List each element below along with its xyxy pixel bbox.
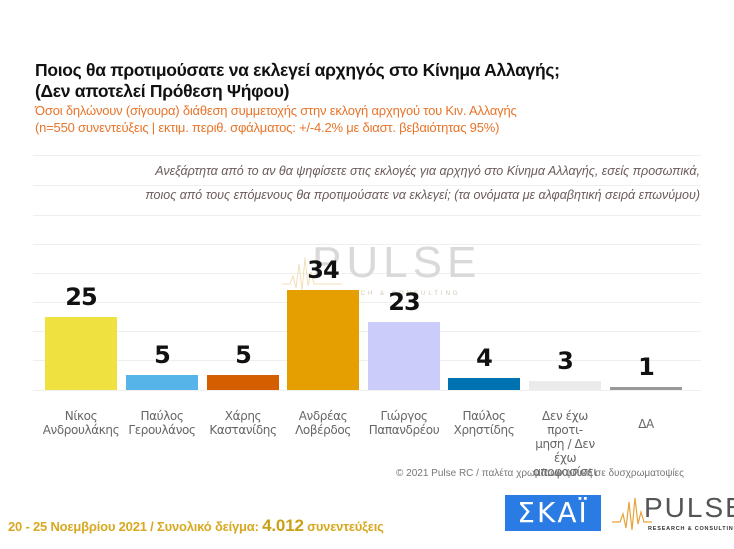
watermark-subtext: RESEARCH & CONSULTING bbox=[318, 291, 461, 297]
gridline bbox=[33, 273, 701, 274]
gridline bbox=[33, 360, 701, 361]
gridline bbox=[33, 331, 701, 332]
bar bbox=[45, 316, 117, 390]
skai-logo: ΣΚΑΪ bbox=[505, 495, 601, 531]
chart-title: Ποιος θα προτιμούσατε να εκλεγεί αρχηγός… bbox=[35, 60, 560, 101]
gridline bbox=[33, 185, 701, 186]
gridline bbox=[33, 244, 701, 245]
watermark-wave-icon bbox=[282, 257, 342, 291]
bar-value-label: 34 bbox=[307, 256, 339, 285]
category-label: ΔΑ bbox=[638, 417, 654, 431]
category-label: Νίκος Ανδρουλάκης bbox=[42, 409, 120, 437]
bar bbox=[126, 375, 198, 390]
bar-value-label: 5 bbox=[154, 341, 171, 370]
bar bbox=[529, 381, 601, 390]
copyright-note: © 2021 Pulse RC / παλέτα χρωμάτων φιλική… bbox=[396, 468, 684, 479]
fieldwork-footer: 20 - 25 Νοεμβρίου 2021 / Συνολικό δείγμα… bbox=[8, 516, 384, 535]
bar bbox=[368, 322, 440, 390]
watermark-logo: PULSE bbox=[312, 238, 482, 287]
gridline bbox=[33, 155, 701, 156]
bar-value-label: 3 bbox=[557, 347, 574, 376]
pulse-wave-icon bbox=[612, 497, 652, 531]
gridline bbox=[33, 302, 701, 303]
chart-subtitle: Όσοι δηλώνουν (σίγουρα) διάθεση συμμετοχ… bbox=[35, 103, 517, 135]
bar bbox=[448, 378, 520, 390]
bar bbox=[207, 375, 279, 390]
category-label: Παύλος Χρηστίδης bbox=[453, 409, 515, 437]
category-label: Χάρης Καστανίδης bbox=[209, 409, 277, 437]
bar-value-label: 4 bbox=[476, 344, 493, 373]
survey-question: Ανεξάρτητα από το αν θα ψηφίσετε στις εκ… bbox=[145, 164, 700, 202]
bar-value-label: 25 bbox=[65, 282, 97, 311]
category-label: Ανδρέας Λοβέρδος bbox=[295, 409, 351, 437]
bar-value-label: 1 bbox=[638, 353, 655, 381]
chart-baseline bbox=[33, 390, 701, 391]
bar-value-label: 23 bbox=[388, 288, 420, 317]
category-label: Παύλος Γερουλάνος bbox=[128, 409, 196, 437]
bar bbox=[610, 387, 682, 390]
category-label: Γιώργος Παπανδρέου bbox=[368, 409, 440, 437]
gridline bbox=[33, 215, 701, 216]
bar bbox=[287, 290, 359, 390]
bar-value-label: 5 bbox=[235, 341, 252, 370]
category-label: Δεν έχω προτι-μηση / Δεν έχω αποφασίσει bbox=[532, 409, 598, 479]
